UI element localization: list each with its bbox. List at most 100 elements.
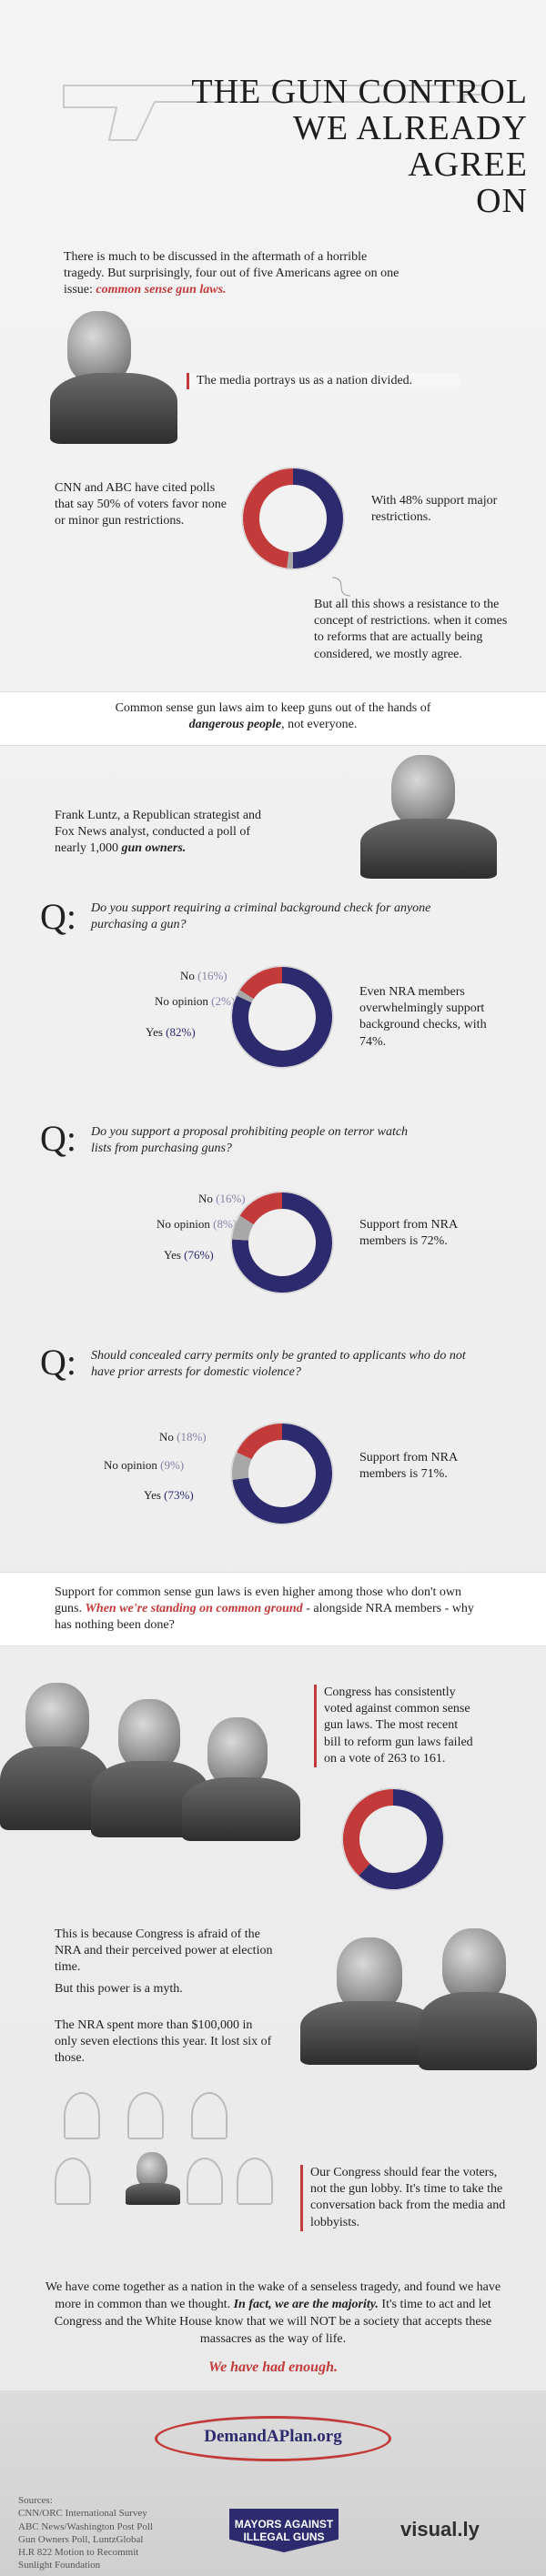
- q1-yes-label: Yes (82%): [146, 1025, 196, 1039]
- media-divided-bubble: The media portrays us as a nation divide…: [187, 373, 460, 390]
- fear-voters-text: Our Congress should fear the voters, not…: [300, 2165, 510, 2231]
- q3-no-label: No (18%): [159, 1430, 207, 1444]
- congressman-2-photo: [118, 1699, 180, 1770]
- won-election-torso: [126, 2183, 180, 2205]
- donut-slice-yes: [232, 967, 332, 1067]
- donut-slice-no-opinion: [232, 1215, 254, 1242]
- source-item: Sunlight Foundation: [18, 2560, 101, 2571]
- q3-text: Should concealed carry permits only be g…: [91, 1349, 466, 1379]
- congressman-3-photo: [207, 1717, 268, 1786]
- visually-logo: visual.ly: [400, 2518, 480, 2541]
- nra-leader-2-torso: [419, 1992, 537, 2070]
- luntz-torso: [360, 819, 497, 879]
- source-item: ABC News/Washington Post Poll: [18, 2521, 153, 2532]
- luntz-photo: [391, 755, 455, 826]
- donut-slice-minor: [292, 468, 343, 569]
- lost-election-silhouette-4: [55, 2158, 91, 2205]
- lost-election-silhouette-6: [237, 2158, 273, 2205]
- source-item: Gun Owners Poll, LuntzGlobal: [18, 2533, 144, 2545]
- title-line-3: AGREE: [408, 145, 528, 184]
- donut-slice-no: [237, 1424, 283, 1460]
- closing-emphasis: In fact, we are the majority.: [233, 2297, 379, 2311]
- page-title: THE GUN CONTROL WE ALREADY AGREE ON: [73, 73, 528, 220]
- title-line-2: WE ALREADY: [292, 108, 528, 147]
- had-enough-text: We have had enough.: [208, 2360, 338, 2375]
- congressman-3-torso: [182, 1777, 300, 1841]
- closing-text: We have come together as a nation in the…: [36, 2279, 510, 2349]
- donut-outline: [341, 1787, 445, 1891]
- donut-slice-against: [359, 1789, 443, 1889]
- band1-emphasis: dangerous people: [188, 718, 282, 732]
- congress-vote-text: Congress has consistently voted against …: [314, 1685, 478, 1767]
- nra-leader-2-photo: [442, 1928, 506, 2001]
- nra-leader-1-torso: [300, 2001, 437, 2065]
- resistance-text: But all this shows a resistance to the c…: [314, 598, 508, 661]
- congressman-1-photo: [25, 1683, 89, 1756]
- brace-icon: [331, 577, 351, 597]
- intro-text: There is much to be discussed in the aft…: [64, 249, 410, 299]
- q3-yes-label: Yes (73%): [144, 1488, 194, 1502]
- q1-note: Even NRA members overwhelmingly support …: [359, 985, 487, 1049]
- band-dangerous-text: Common sense gun laws aim to keep guns o…: [0, 700, 546, 733]
- sources-list: Sources: CNN/ORC International Survey AB…: [18, 2494, 228, 2572]
- q1-donut: [230, 965, 334, 1069]
- donut-slice-yes: [232, 1424, 332, 1524]
- q3-note: Support from NRA members is 71%.: [359, 1451, 458, 1482]
- q2-yes-label: Yes (76%): [164, 1248, 214, 1262]
- q2-no-label: No (16%): [198, 1192, 246, 1205]
- intro-p2: But surprisingly, four out of five Ameri…: [64, 267, 399, 297]
- congress-myth-text: But this power is a myth.: [55, 1982, 183, 1996]
- demandaplan-link[interactable]: DemandAPlan.org: [204, 2427, 342, 2446]
- won-election-photo: [136, 2152, 167, 2189]
- closing-text-b: It's time to act and let Congress and th…: [54, 2297, 492, 2346]
- band2-emphasis: When we're standing on common ground: [85, 1602, 303, 1616]
- q1-text: Do you support requiring a criminal back…: [91, 901, 431, 931]
- band2-text-a: Support for common sense gun laws is eve…: [55, 1585, 461, 1616]
- media-poll-donut: [241, 467, 345, 570]
- q2-donut: [230, 1191, 334, 1294]
- band1-tail: , not everyone.: [281, 718, 358, 732]
- lost-election-silhouette-1: [64, 2092, 100, 2139]
- donut-slice-major: [243, 468, 294, 569]
- intro-p1: There is much to be discussed in the aft…: [64, 250, 368, 281]
- q2-note: Support from NRA members is 72%.: [359, 1218, 458, 1249]
- commentator-torso: [50, 373, 177, 444]
- title-line-4: ON: [476, 181, 528, 220]
- q2-mark: Q:: [40, 1118, 76, 1159]
- q1-mark: Q:: [40, 896, 76, 937]
- luntz-text-a: Frank Luntz, a Republican strategist and…: [55, 809, 262, 856]
- url-oval: [155, 2416, 391, 2461]
- band-common-ground-text: Support for common sense gun laws is eve…: [0, 1585, 546, 1635]
- lost-election-silhouette-5: [187, 2158, 223, 2205]
- title-line-1: THE GUN CONTROL: [191, 73, 528, 111]
- donut-slice-no-opinion: [232, 1452, 252, 1480]
- luntz-text: Frank Luntz, a Republican strategist and…: [55, 808, 282, 858]
- q3-mark: Q:: [40, 1342, 76, 1383]
- donut-outline: [241, 467, 345, 570]
- major-restrictions-text: With 48% support major restrictions.: [371, 494, 498, 525]
- band1-text: Common sense gun laws aim to keep guns o…: [115, 701, 431, 715]
- donut-outline: [230, 1422, 334, 1525]
- donut-slice-no-opinion: [237, 990, 254, 1003]
- source-item: CNN/ORC International Survey: [18, 2508, 147, 2520]
- donut-slice-no: [239, 1192, 283, 1225]
- lost-election-silhouette-2: [127, 2092, 164, 2139]
- q2-text: Do you support a proposal prohibiting pe…: [91, 1125, 409, 1155]
- q1-no-label: No (16%): [180, 969, 228, 982]
- donut-slice-no: [239, 967, 283, 1000]
- luntz-emphasis: gun owners.: [121, 841, 187, 856]
- commentator-photo: [67, 311, 131, 384]
- nra-spent-text: The NRA spent more than $100,000 in only…: [55, 2018, 272, 2066]
- closing-text-a: We have come together as a nation in the…: [45, 2280, 501, 2311]
- source-item: Sources:: [18, 2495, 53, 2506]
- source-item: H.R 822 Motion to Recommit: [18, 2547, 139, 2559]
- donut-outline: [230, 1191, 334, 1294]
- q3-donut: [230, 1422, 334, 1525]
- donut-slice-yes: [232, 1192, 332, 1293]
- band-dangerous-people: [0, 691, 546, 746]
- q2-opinion-label: No opinion (8%): [157, 1217, 238, 1231]
- q1-opinion-label: No opinion (2%): [155, 994, 236, 1008]
- lost-election-silhouette-3: [191, 2092, 228, 2139]
- congress-afraid-text: This is because Congress is afraid of th…: [55, 1927, 273, 1975]
